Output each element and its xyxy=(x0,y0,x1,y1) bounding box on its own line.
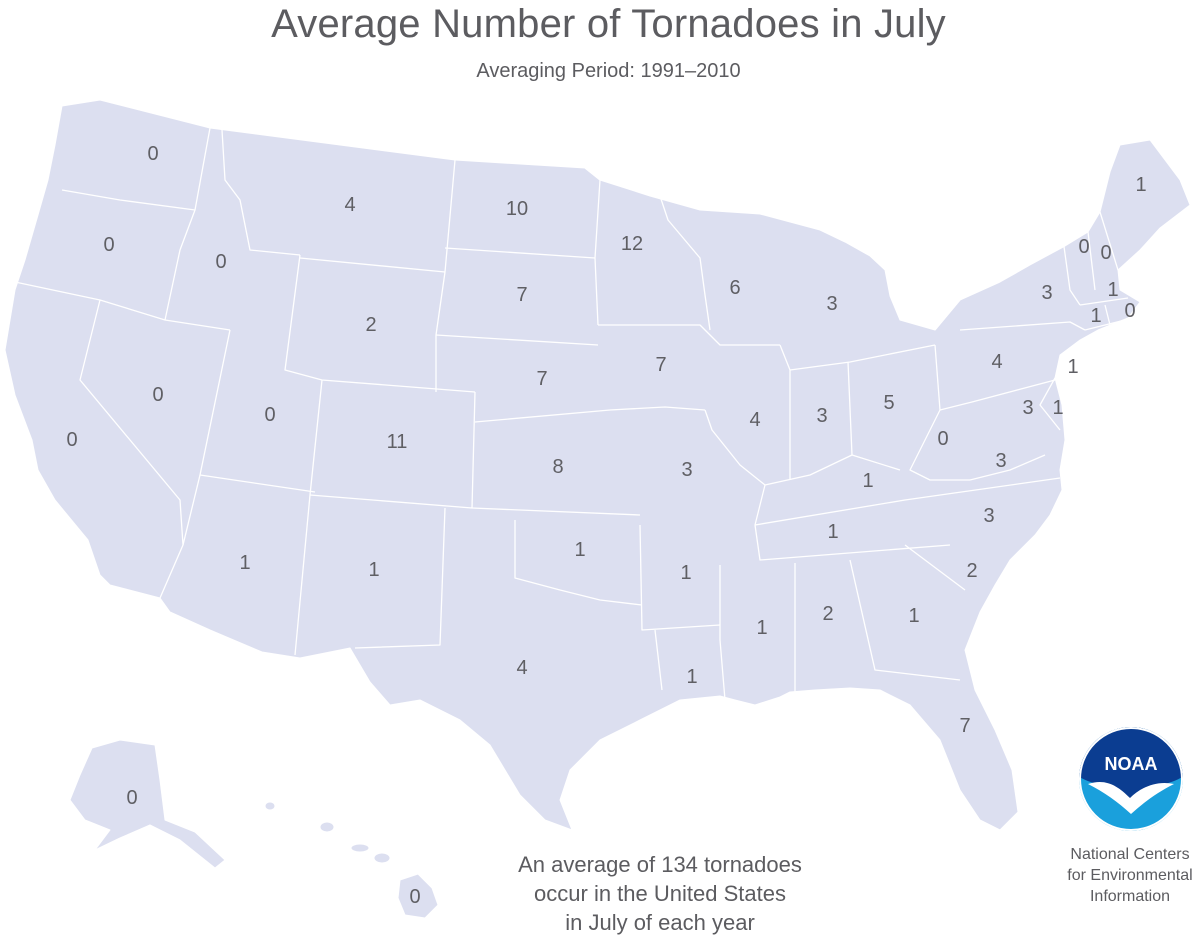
state-value-mi: 3 xyxy=(826,293,837,315)
state-value-mn: 12 xyxy=(621,233,643,255)
state-value-nc: 3 xyxy=(983,505,994,527)
map-title: Average Number of Tornadoes in July xyxy=(271,2,946,46)
summary-line-1: An average of 134 tornadoes xyxy=(518,852,802,877)
state-value-ne: 7 xyxy=(536,368,547,390)
state-value-ar: 1 xyxy=(680,562,691,584)
noaa-logo-text: NOAA xyxy=(1105,754,1158,774)
contiguous-us-shape xyxy=(4,99,1191,831)
state-value-tx: 4 xyxy=(516,657,527,679)
organization-line-2: for Environmental xyxy=(1067,867,1193,884)
state-value-ky: 1 xyxy=(862,470,873,492)
state-value-mt: 4 xyxy=(344,194,355,216)
state-value-nm: 1 xyxy=(368,559,379,581)
state-value-ut: 0 xyxy=(264,404,275,426)
state-value-ia: 7 xyxy=(655,354,666,376)
state-value-la: 1 xyxy=(686,666,697,688)
state-value-hi: 0 xyxy=(409,886,420,908)
summary-line-3: in July of each year xyxy=(565,910,755,935)
state-values: 0 0 0 0 0 4 2 0 1 11 1 10 7 7 8 1 4 12 7… xyxy=(66,143,1146,908)
state-value-va: 3 xyxy=(995,450,1006,472)
noaa-logo: NOAA xyxy=(1079,727,1183,831)
state-value-ms: 1 xyxy=(756,617,767,639)
state-borders xyxy=(14,127,1129,701)
summary-line-2: occur in the United States xyxy=(534,881,786,906)
state-value-il: 4 xyxy=(749,409,760,431)
state-value-nv: 0 xyxy=(152,384,163,406)
state-value-de: 1 xyxy=(1052,397,1063,419)
organization-name: National Centers for Environmental Infor… xyxy=(1055,844,1200,907)
state-value-ca: 0 xyxy=(66,429,77,451)
alaska-shape xyxy=(69,739,226,869)
state-value-pa: 4 xyxy=(991,351,1002,373)
state-value-me: 1 xyxy=(1135,174,1146,196)
state-value-wi: 6 xyxy=(729,277,740,299)
state-value-ma: 1 xyxy=(1107,279,1118,301)
state-value-in: 3 xyxy=(816,405,827,427)
state-value-nh: 0 xyxy=(1100,242,1111,264)
state-value-vt: 0 xyxy=(1078,236,1089,258)
state-value-al: 2 xyxy=(822,603,833,625)
organization-line-3: Information xyxy=(1089,888,1171,905)
state-value-co: 11 xyxy=(387,431,408,453)
organization-line-1: National Centers xyxy=(1070,846,1190,863)
state-value-ct: 1 xyxy=(1090,305,1101,327)
state-value-md: 3 xyxy=(1022,397,1033,419)
state-value-id: 0 xyxy=(215,251,226,273)
state-value-mo: 3 xyxy=(681,459,692,481)
state-value-nd: 10 xyxy=(506,198,528,220)
state-value-or: 0 xyxy=(103,234,114,256)
state-value-az: 1 xyxy=(239,552,250,574)
state-value-fl: 7 xyxy=(959,715,970,737)
hawaii-shape xyxy=(264,801,439,919)
state-value-nj: 1 xyxy=(1067,356,1078,378)
state-value-wy: 2 xyxy=(365,314,376,336)
state-value-ak: 0 xyxy=(126,787,137,809)
state-value-sc: 2 xyxy=(966,560,977,582)
map-subtitle: Averaging Period: 1991–2010 xyxy=(476,60,741,82)
summary-note: An average of 134 tornadoes occur in the… xyxy=(480,850,840,937)
state-value-ks: 8 xyxy=(552,456,563,478)
state-value-ga: 1 xyxy=(908,605,919,627)
state-value-sd: 7 xyxy=(516,284,527,306)
state-value-ok: 1 xyxy=(574,539,585,561)
state-value-ny: 3 xyxy=(1041,282,1052,304)
state-value-ri: 0 xyxy=(1124,300,1135,322)
state-value-oh: 5 xyxy=(883,392,894,414)
state-value-wa: 0 xyxy=(147,143,158,165)
state-value-tn: 1 xyxy=(827,521,838,543)
state-value-wv: 0 xyxy=(937,428,948,450)
